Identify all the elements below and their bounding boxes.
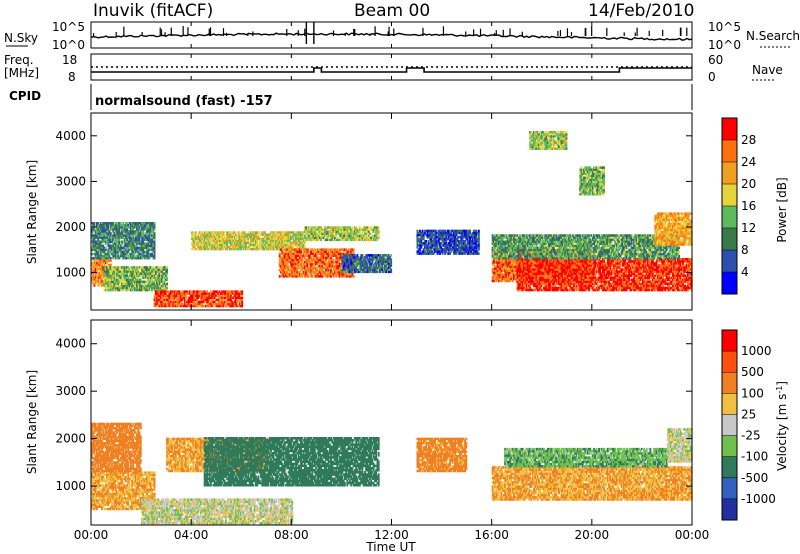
data-cell [166,277,168,280]
data-cell [94,222,96,225]
data-cell [353,275,355,278]
freq-tick-top: 18 [62,53,77,67]
noise-right-tick-top: 10^5 [708,20,741,34]
data-cell [351,226,353,229]
data-cell [166,283,168,286]
data-cell [121,241,123,244]
data-cell [166,266,168,269]
data-cell [154,232,156,235]
data-cell [154,222,156,225]
noise-right-label: N.Search [746,29,800,43]
noise-right-tick-bottom: 10^0 [708,38,741,52]
data-cell [425,240,427,243]
noise-panel: N.Sky 10^5 10^0 10^5 10^0 N.Search [4,20,800,52]
freq-tick-bottom: 8 [68,70,76,84]
data-cell [390,258,392,261]
frequency-trace [91,68,692,72]
data-cell [300,248,302,251]
data-cell [378,226,380,229]
cpid-label: CPID [9,89,41,103]
data-cell [333,259,335,262]
data-cell [195,231,197,234]
data-cell [369,233,371,236]
data-cell [288,265,290,268]
data-cell [469,230,471,233]
data-cell [105,247,107,250]
data-cell [202,305,204,308]
beam-title: Beam 00 [354,1,430,21]
radar-summary-plot: Inuvik (fitACF) Beam 00 14/Feb/2010 N.Sk… [0,0,800,554]
cpid-panel: CPID normalsound (fast) -157 [9,84,692,110]
noise-left-tick-top: 10^5 [52,20,85,34]
data-cell [308,275,310,278]
noise-left-label: N.Sky [4,31,38,45]
data-cell [190,290,192,293]
cpid-program: normalsound (fast) -157 [95,94,273,109]
data-cell [224,231,226,234]
data-cell [478,230,480,233]
data-cell [304,246,306,249]
site-title: Inuvik (fitACF) [93,1,213,21]
date-title: 14/Feb/2010 [588,1,694,21]
freq-label-1: Freq. [4,53,34,67]
data-cell [353,248,355,251]
data-cell [110,264,112,267]
freq-label-2: [MHz] [4,66,39,80]
data-cell [241,290,243,293]
data-cell [195,248,197,251]
data-cell [390,254,392,257]
data-cell [110,257,112,260]
noise-trace [91,33,692,40]
data-cell [110,260,112,263]
noise-spikes [94,22,687,44]
data-cell [478,252,480,255]
nave-tick-bottom: 0 [708,70,716,84]
nave-tick-top: 60 [708,53,723,67]
noise-left-tick-bottom: 10^0 [52,38,85,52]
data-cell [239,231,241,234]
data-cell [390,269,392,272]
frequency-panel: Freq. [MHz] 18 8 60 0 Nave [4,53,783,84]
nave-label: Nave [752,63,783,77]
